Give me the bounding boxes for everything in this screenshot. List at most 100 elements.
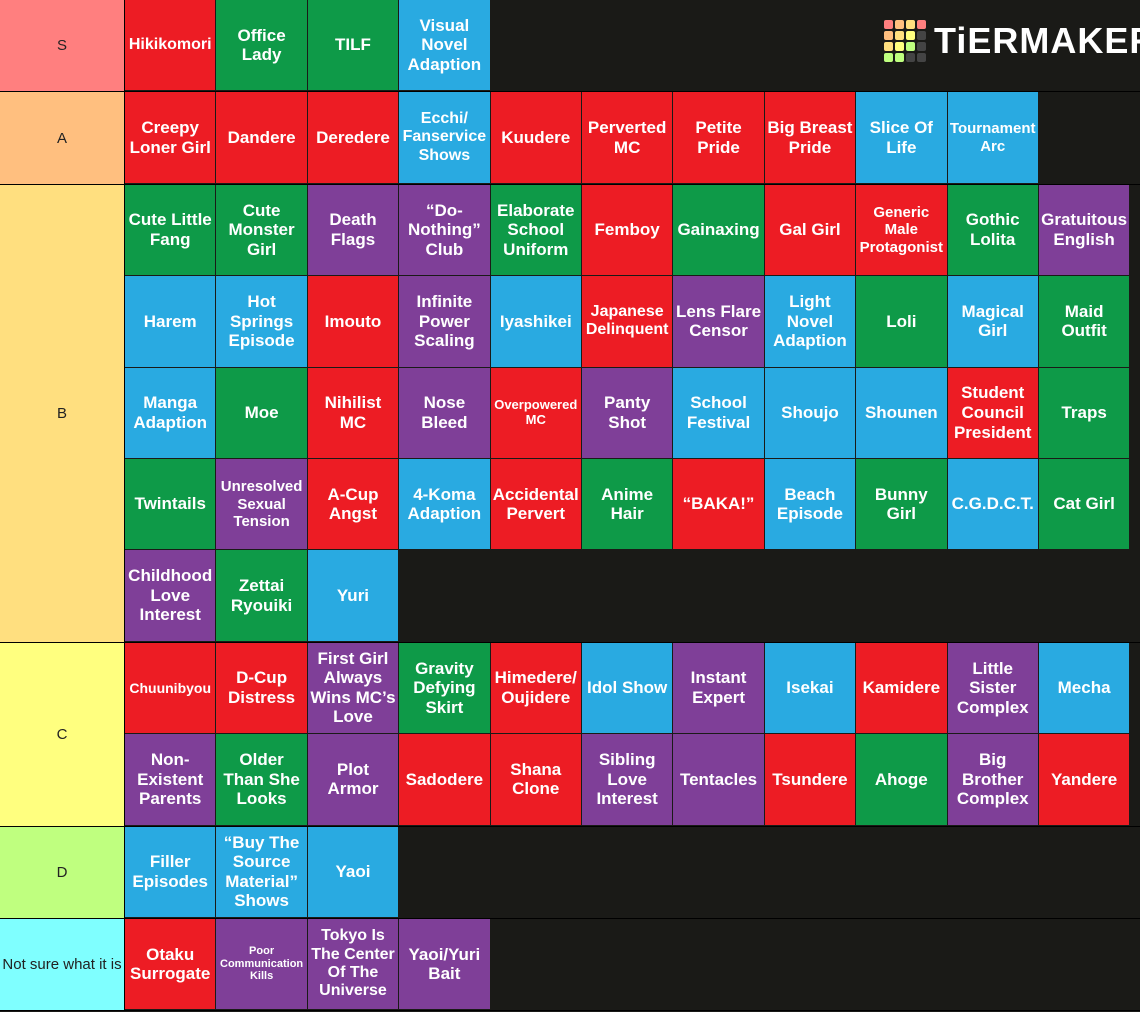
tier-item: Panty Shot xyxy=(581,367,673,458)
tier-item: Mecha xyxy=(1038,642,1130,734)
tier-item: 4-Koma Adaption xyxy=(399,458,490,550)
tier-item: Zettai Ryouiki xyxy=(216,550,307,641)
tier-item: Light Novel Adaption xyxy=(764,276,856,367)
tier-item: Dandere xyxy=(216,92,307,183)
tier-item: C.G.D.C.T. xyxy=(947,458,1038,550)
tier-item: Kuudere xyxy=(490,92,581,183)
tier-item: Beach Episode xyxy=(764,458,856,550)
tier-item: Generic Male Protagonist xyxy=(856,184,947,276)
tier-item: Older Than She Looks xyxy=(216,734,307,825)
tier-item: Femboy xyxy=(581,184,673,276)
tier-item: “Buy The Source Material” Shows xyxy=(216,826,307,917)
tier-item: Hot Springs Episode xyxy=(216,276,307,367)
tier-row: D Filler Episodes “Buy The Source Material… xyxy=(0,826,1140,919)
tier-items: Hikikomori Office Lady TILF Visual Novel Ad… xyxy=(125,0,1131,91)
tier-items: Chuunibyou D-Cup Distress First Girl Alway… xyxy=(125,642,1131,826)
tier-item: Death Flags xyxy=(307,184,399,276)
tier-item: Bunny Girl xyxy=(856,458,947,550)
tier-item: First Girl Always Wins MC’s Love xyxy=(307,642,399,734)
tier-item: Yaoi/Yuri Bait xyxy=(399,918,490,1010)
tier-label: S xyxy=(0,0,125,92)
tier-item: School Festival xyxy=(673,367,764,458)
tier-label: D xyxy=(0,826,125,918)
tier-label: Not sure what it is xyxy=(0,918,125,1011)
tier-row: C Chuunibyou D-Cup Distress First Girl Alwa… xyxy=(0,642,1140,827)
tier-item: Student Council President xyxy=(947,367,1038,458)
tier-item: Office Lady xyxy=(216,0,307,91)
tier-item: Loli xyxy=(856,276,947,367)
tier-item: Shoujo xyxy=(764,367,856,458)
tier-item: Tokyo Is The Center Of The Universe xyxy=(307,918,399,1010)
tier-item: Chuunibyou xyxy=(125,642,216,734)
tier-item: Yaoi xyxy=(307,826,399,917)
tier-item: Twintails xyxy=(125,458,216,550)
tier-row: S Hikikomori Office Lady TILF Visual Novel A… xyxy=(0,0,1140,93)
tier-item: Yandere xyxy=(1038,734,1130,825)
tier-label: B xyxy=(0,184,125,642)
tier-item: Hikikomori xyxy=(125,0,216,91)
tier-item: Sadodere xyxy=(399,734,490,825)
tier-item: Nihilist MC xyxy=(307,367,399,458)
tier-item: D-Cup Distress xyxy=(216,642,307,734)
tier-items: Cute Little Fang Cute Monster Girl Death F… xyxy=(125,184,1131,642)
tier-item: Magical Girl xyxy=(947,276,1038,367)
tier-item: Tournament Arc xyxy=(947,92,1038,183)
tier-item: Maid Outfit xyxy=(1038,276,1130,367)
tier-item: Iyashikei xyxy=(490,276,581,367)
tier-item: Isekai xyxy=(764,642,856,734)
logo-icon xyxy=(884,20,926,62)
tier-item: Cat Girl xyxy=(1038,458,1130,550)
tier-items: Otaku Surrogate Poor Communication Kills T… xyxy=(125,918,1131,1010)
tier-item: Big Brother Complex xyxy=(947,734,1038,825)
tier-item: Harem xyxy=(125,276,216,367)
tier-item: Gravity Defying Skirt xyxy=(399,642,490,734)
tier-item: Sibling Love Interest xyxy=(581,734,673,825)
tier-item: Japanese Delinquent xyxy=(581,276,673,367)
tier-row: A Creepy Loner Girl Dandere Deredere Ecchi/ … xyxy=(0,92,1140,185)
tier-row: Not sure what it is Otaku Surrogate Poor C… xyxy=(0,918,1140,1012)
tier-item: Non-Existent Parents xyxy=(125,734,216,825)
tier-item: Unresolved Sexual Tension xyxy=(216,458,307,550)
tier-item: Shounen xyxy=(856,367,947,458)
tier-item: Tsundere xyxy=(764,734,856,825)
tier-item: Yuri xyxy=(307,550,399,641)
tier-row: B Cute Little Fang Cute Monster Girl Death … xyxy=(0,184,1140,643)
tier-item: Tentacles xyxy=(673,734,764,825)
tier-items: Creepy Loner Girl Dandere Deredere Ecchi/ F… xyxy=(125,92,1131,183)
tier-item: Poor Communication Kills xyxy=(216,918,307,1010)
tier-item: Imouto xyxy=(307,276,399,367)
tier-item: TILF xyxy=(307,0,399,91)
tier-item: Gratuitous English xyxy=(1038,184,1130,276)
tier-item: Elaborate School Uniform xyxy=(490,184,581,276)
tier-item: Cute Little Fang xyxy=(125,184,216,276)
tier-item: Shana Clone xyxy=(490,734,581,825)
tier-item: Gainaxing xyxy=(673,184,764,276)
tier-item: Plot Armor xyxy=(307,734,399,825)
tier-item: Creepy Loner Girl xyxy=(125,92,216,183)
tier-item: Ahoge xyxy=(856,734,947,825)
tier-item: Infinite Power Scaling xyxy=(399,276,490,367)
tier-items: Filler Episodes “Buy The Source Material”… xyxy=(125,826,1131,918)
tier-item: Himedere/ Oujidere xyxy=(490,642,581,734)
tier-item: Big Breast Pride xyxy=(764,92,856,183)
tier-item: Kamidere xyxy=(856,642,947,734)
tier-item: Traps xyxy=(1038,367,1130,458)
tier-item: “BAKA!” xyxy=(673,458,764,550)
tier-item: Accidental Pervert xyxy=(490,458,581,550)
tier-label: C xyxy=(0,642,125,826)
tier-item: Instant Expert xyxy=(673,642,764,734)
tier-item: A-Cup Angst xyxy=(307,458,399,550)
tier-item: Lens Flare Censor xyxy=(673,276,764,367)
tier-item: Cute Monster Girl xyxy=(216,184,307,276)
tier-item: Childhood Love Interest xyxy=(125,550,216,641)
tier-item: Gothic Lolita xyxy=(947,184,1038,276)
tier-item: Manga Adaption xyxy=(125,367,216,458)
tier-label: A xyxy=(0,92,125,184)
tier-item: Filler Episodes xyxy=(125,826,216,917)
tier-item: Visual Novel Adaption xyxy=(399,0,490,91)
tier-item: Anime Hair xyxy=(581,458,673,550)
tier-item: Nose Bleed xyxy=(399,367,490,458)
tier-item: Perverted MC xyxy=(581,92,673,183)
tier-item: Moe xyxy=(216,367,307,458)
